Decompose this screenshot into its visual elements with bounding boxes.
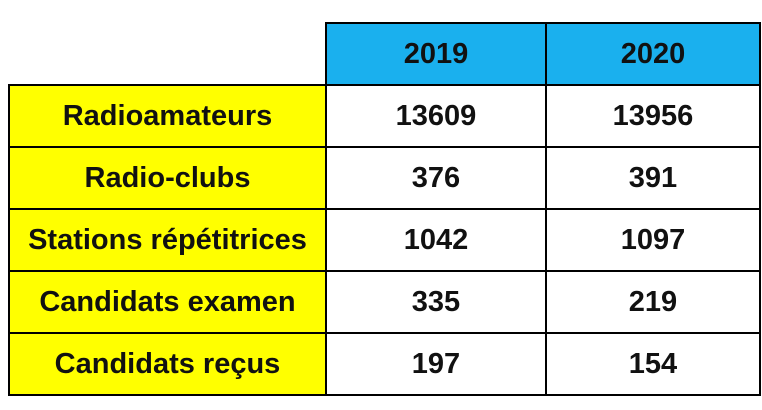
value-cell: 197 xyxy=(325,332,547,396)
data-table: 2019 2020 Radioamateurs 13609 13956 Radio-cl… xyxy=(8,22,761,396)
column-header: 2019 xyxy=(325,22,547,86)
value-cell: 13956 xyxy=(545,84,761,148)
value-cell: 1097 xyxy=(545,208,761,272)
value-cell: 335 xyxy=(325,270,547,334)
table-row: Candidats examen 335 219 xyxy=(8,270,761,334)
table-row: Radioamateurs 13609 13956 xyxy=(8,84,761,148)
table-body: Radioamateurs 13609 13956 Radio-clubs 376 391… xyxy=(8,84,761,396)
value-cell: 219 xyxy=(545,270,761,334)
row-label: Candidats examen xyxy=(8,270,327,334)
value-cell: 13609 xyxy=(325,84,547,148)
column-header: 2020 xyxy=(545,22,761,86)
value-cell: 391 xyxy=(545,146,761,210)
row-label: Candidats reçus xyxy=(8,332,327,396)
table-row: Radio-clubs 376 391 xyxy=(8,146,761,210)
row-label: Radioamateurs xyxy=(8,84,327,148)
row-label: Radio-clubs xyxy=(8,146,327,210)
value-cell: 376 xyxy=(325,146,547,210)
header-row: 2019 2020 xyxy=(9,22,761,86)
table-row: Stations répétitrices 1042 1097 xyxy=(8,208,761,272)
value-cell: 154 xyxy=(545,332,761,396)
table-row: Candidats reçus 197 154 xyxy=(8,332,761,396)
row-label: Stations répétitrices xyxy=(8,208,327,272)
corner-cell xyxy=(9,23,326,85)
value-cell: 1042 xyxy=(325,208,547,272)
